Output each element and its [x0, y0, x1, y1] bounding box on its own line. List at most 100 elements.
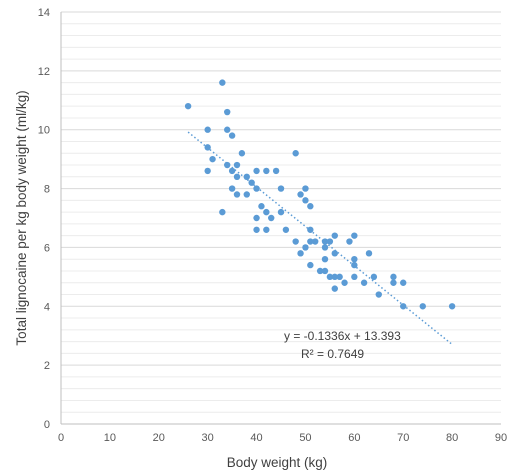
data-point — [321, 238, 329, 245]
data-points — [184, 79, 456, 310]
trendline-equation: y = -0.1336x + 13.393 — [284, 329, 401, 343]
data-point — [228, 132, 236, 139]
x-axis-title: Body weight (kg) — [227, 455, 328, 470]
data-point — [292, 150, 299, 157]
data-point — [307, 261, 314, 269]
data-point — [336, 273, 343, 281]
data-point — [263, 167, 270, 175]
data-point — [228, 167, 236, 175]
x-tick-label: 70 — [397, 432, 409, 444]
x-tick-label: 0 — [58, 432, 64, 444]
data-point — [204, 126, 211, 133]
trendline-group — [187, 131, 453, 345]
data-point — [253, 226, 260, 233]
data-point — [243, 191, 250, 198]
data-point — [204, 167, 211, 175]
data-point — [224, 161, 231, 169]
data-point — [253, 214, 260, 222]
x-tick-label: 20 — [153, 432, 165, 444]
data-point — [258, 203, 265, 210]
y-tick-label: 4 — [44, 301, 50, 313]
data-point — [233, 191, 241, 198]
data-point — [307, 203, 314, 210]
x-tick-label: 90 — [495, 432, 507, 444]
data-point — [307, 226, 314, 233]
data-point — [331, 250, 338, 257]
data-point — [297, 191, 304, 198]
data-point — [233, 161, 241, 169]
data-point — [307, 238, 314, 245]
data-point — [419, 303, 426, 310]
trendline — [187, 131, 453, 345]
x-tick-label: 30 — [202, 432, 214, 444]
data-point — [228, 185, 236, 192]
data-point — [233, 173, 241, 180]
data-point — [277, 185, 285, 192]
data-point — [365, 250, 373, 257]
data-point — [282, 226, 290, 233]
data-point — [292, 238, 299, 245]
data-point — [272, 167, 280, 175]
data-point — [184, 102, 192, 110]
data-point — [263, 208, 270, 216]
axes — [60, 12, 501, 425]
data-point — [253, 185, 260, 192]
y-tick-label: 8 — [44, 184, 50, 196]
data-point — [331, 285, 338, 292]
data-point — [351, 273, 358, 281]
x-tick-labels: 0 10 20 30 40 50 60 70 80 90 — [58, 432, 507, 444]
data-point — [302, 197, 309, 204]
y-tick-label: 14 — [38, 7, 50, 19]
data-point — [351, 261, 358, 269]
y-tick-label: 6 — [44, 242, 50, 254]
x-tick-label: 10 — [104, 432, 116, 444]
x-tick-label: 40 — [250, 432, 262, 444]
y-tick-label: 2 — [44, 360, 50, 372]
data-point — [331, 273, 338, 281]
data-point — [346, 238, 353, 245]
data-point — [302, 244, 309, 251]
data-point — [243, 173, 250, 180]
y-tick-labels: 0 2 4 6 8 10 12 14 — [38, 7, 50, 431]
y-tick-label: 10 — [38, 125, 50, 137]
data-point — [400, 279, 407, 286]
y-tick-label: 0 — [44, 419, 50, 431]
data-point — [448, 303, 456, 310]
data-point — [219, 79, 226, 86]
data-point — [400, 303, 407, 310]
data-point — [224, 126, 231, 133]
data-point — [263, 226, 270, 233]
data-point — [268, 214, 275, 222]
y-axis-title: Total lignocaine per kg body weight (ml/… — [14, 90, 29, 345]
data-point — [248, 179, 255, 186]
data-point — [209, 155, 216, 163]
x-tick-label: 50 — [299, 432, 311, 444]
data-point — [321, 267, 329, 275]
data-point — [224, 108, 231, 116]
data-point — [341, 279, 348, 286]
data-point — [321, 256, 329, 263]
x-tick-label: 80 — [446, 432, 458, 444]
x-tick-label: 60 — [348, 432, 360, 444]
y-tick-label: 12 — [38, 66, 50, 78]
data-point — [390, 279, 397, 286]
data-point — [204, 144, 211, 151]
data-point — [326, 273, 334, 281]
data-point — [326, 238, 334, 245]
data-point — [297, 250, 304, 257]
data-point — [351, 232, 358, 239]
data-point — [277, 208, 285, 216]
data-point — [219, 208, 226, 216]
data-point — [321, 244, 329, 251]
data-point — [316, 267, 324, 275]
data-point — [370, 273, 378, 281]
data-point — [351, 256, 358, 263]
data-point — [331, 232, 338, 239]
r-squared-label: R² = 0.7649 — [301, 347, 364, 361]
data-point — [312, 238, 319, 245]
data-point — [360, 279, 368, 286]
data-point — [302, 185, 309, 192]
data-point — [238, 150, 246, 157]
data-point — [375, 291, 382, 298]
